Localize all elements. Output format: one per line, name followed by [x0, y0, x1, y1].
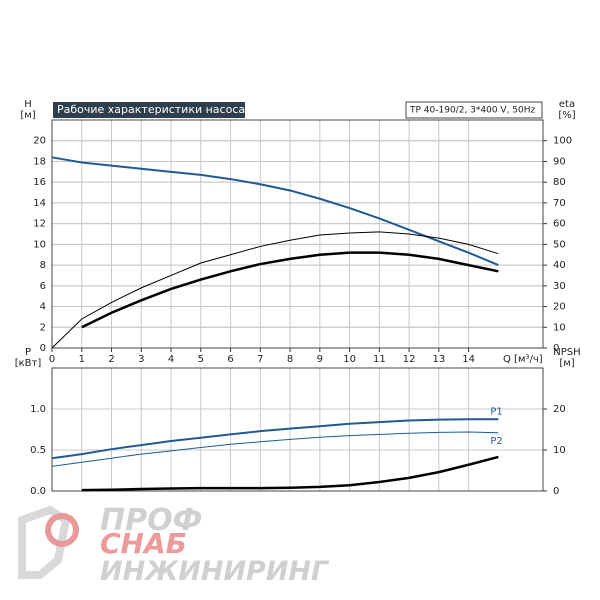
- x-tick-label: 12: [403, 354, 416, 365]
- series-line: [81, 251, 499, 329]
- plot-frame: [51, 367, 544, 492]
- logo: ПРОФ СНАБ ИНЖИНИРИНГ: [18, 503, 330, 587]
- y2-tick-label: 0: [553, 486, 559, 497]
- series-line: [81, 455, 499, 492]
- y-tick-label: 0: [40, 343, 46, 354]
- y2-tick-label: 10: [553, 322, 566, 333]
- y-tick-label: 0.5: [30, 445, 46, 456]
- y-tick-label: 10: [33, 239, 46, 250]
- logo-text: ИНЖИНИРИНГ: [100, 556, 330, 587]
- y2-tick-label: 30: [553, 281, 566, 292]
- x-tick-label: 4: [168, 354, 174, 365]
- y-axis-unit: [м]: [20, 110, 35, 121]
- series-line: [51, 231, 499, 349]
- y2-tick-label: 80: [553, 177, 566, 188]
- x-tick-label: 6: [227, 354, 233, 365]
- y2-tick-label: 0: [553, 343, 559, 354]
- y-tick-label: 20: [33, 136, 46, 147]
- y2-axis-unit: [%]: [558, 110, 575, 121]
- x-tick-label: 3: [138, 354, 144, 365]
- y2-axis-label: eta: [559, 99, 575, 110]
- series-label: P2: [490, 436, 502, 447]
- y2-tick-label: 100: [553, 136, 572, 147]
- y-tick-label: 16: [33, 177, 46, 188]
- subtitle-box: [405, 101, 543, 119]
- x-tick-label: 0: [49, 354, 55, 365]
- y-tick-label: 8: [40, 260, 46, 271]
- logo-text: СНАБ: [100, 527, 187, 560]
- series-line: [51, 431, 499, 467]
- series-line: [51, 156, 499, 267]
- y-tick-label: 14: [33, 198, 46, 209]
- y2-tick-label: 90: [553, 156, 566, 167]
- plot-frame: [51, 119, 544, 349]
- y-axis-label: P: [25, 347, 31, 358]
- y2-tick-label: 50: [553, 239, 566, 250]
- y-tick-label: 0.0: [30, 486, 46, 497]
- y2-tick-label: 70: [553, 198, 566, 209]
- y2-tick-label: 60: [553, 219, 566, 230]
- y-tick-label: 4: [40, 302, 46, 313]
- chart-title: Рабочие характеристики насоса: [57, 103, 245, 116]
- logo-text: ПРОФ: [100, 503, 202, 538]
- y-axis-unit: [кВт]: [15, 358, 42, 369]
- y2-tick-label: 40: [553, 260, 566, 271]
- x-tick-label: 1: [79, 354, 85, 365]
- y2-tick-label: 10: [553, 445, 566, 456]
- y-tick-label: 1.0: [30, 404, 46, 415]
- x-tick-label: 13: [432, 354, 445, 365]
- chart-subtitle: TP 40-190/2, 3*400 V, 50Hz: [409, 106, 536, 116]
- series-label: P1: [490, 406, 502, 417]
- y2-axis-label: NPSH: [553, 347, 580, 358]
- logo-icon: [18, 505, 71, 579]
- x-axis-label: Q [м³/ч]: [503, 354, 543, 365]
- x-tick-label: 9: [317, 354, 323, 365]
- x-tick-label: 14: [462, 354, 475, 365]
- x-tick-label: 2: [108, 354, 114, 365]
- x-tick-label: 8: [287, 354, 293, 365]
- title-box: [53, 102, 245, 118]
- y-tick-label: 2: [40, 322, 46, 333]
- y2-tick-label: 20: [553, 404, 566, 415]
- x-tick-label: 11: [373, 354, 386, 365]
- y2-axis-unit: [м]: [559, 358, 574, 369]
- logo-gear: [45, 513, 79, 547]
- x-tick-label: 5: [198, 354, 204, 365]
- y-tick-label: 18: [33, 156, 46, 167]
- y-axis-label: H: [24, 99, 32, 110]
- y-tick-label: 6: [40, 281, 46, 292]
- x-tick-label: 10: [343, 354, 356, 365]
- y-tick-label: 12: [33, 219, 46, 230]
- x-tick-label: 7: [257, 354, 263, 365]
- series-line: [51, 418, 499, 460]
- y2-tick-label: 20: [553, 302, 566, 313]
